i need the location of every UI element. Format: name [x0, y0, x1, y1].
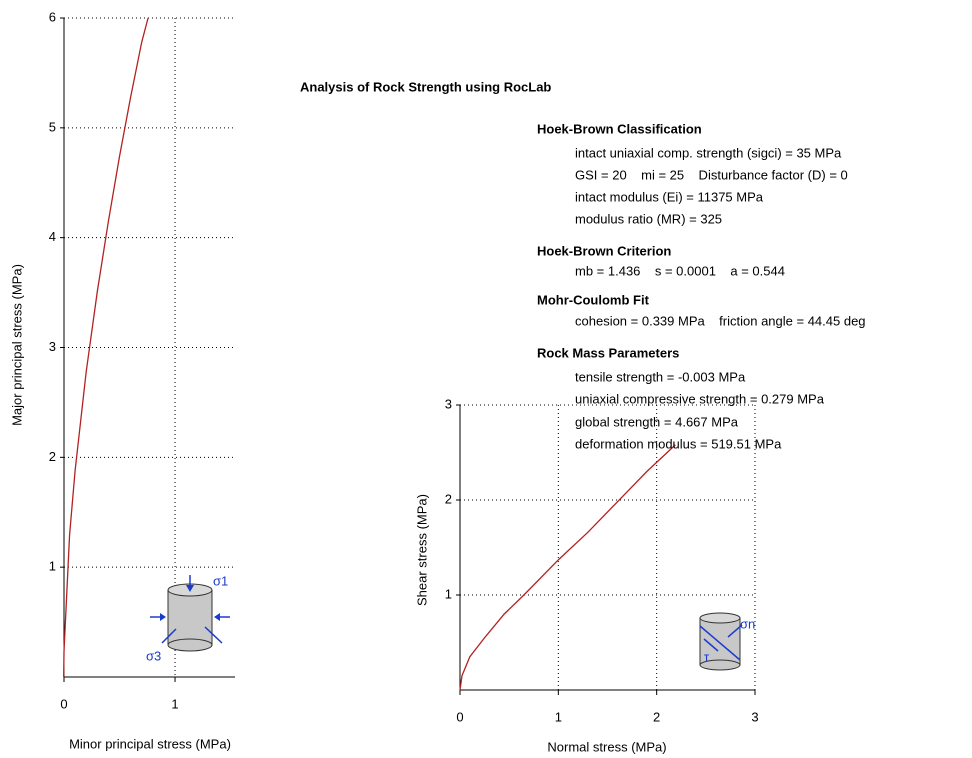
x-axis-label: Normal stress (MPa)	[547, 739, 666, 754]
data-line	[63, 17, 149, 678]
section-line: global strength = 4.667 MPa	[575, 414, 739, 429]
sigma3-label: σ3	[146, 648, 161, 663]
section-line: tensile strength = -0.003 MPa	[575, 369, 746, 384]
sigma-n-label: σn	[740, 616, 755, 631]
shear-icon: σn τ	[699, 612, 755, 671]
y-tick-label: 3	[445, 396, 452, 411]
x-tick-label: 3	[751, 709, 758, 724]
y-tick-label: 6	[49, 9, 56, 24]
data-line	[459, 444, 676, 691]
section-line: deformation modulus = 519.51 MPa	[575, 436, 782, 451]
section-line: mb = 1.436 s = 0.0001 a = 0.544	[575, 263, 785, 278]
y-tick-label: 2	[445, 491, 452, 506]
section-line: intact modulus (Ei) = 11375 MPa	[575, 189, 764, 204]
section-line: cohesion = 0.339 MPa friction angle = 44…	[575, 313, 866, 328]
section-heading: Hoek-Brown Classification	[537, 121, 702, 136]
report-title: Analysis of Rock Strength using RocLab	[300, 79, 551, 94]
y-tick-label: 2	[49, 449, 56, 464]
sigma1-label: σ1	[213, 573, 228, 588]
report: Analysis of Rock Strength using RocLab H…	[300, 79, 866, 451]
y-tick-label: 1	[49, 559, 56, 574]
section-line: uniaxial compressive strength = 0.279 MP…	[575, 391, 825, 406]
charts: 1 2 3 4 5 6 0 1 Minor principal stress (MPa) Majo…	[9, 9, 758, 754]
tau-label: τ	[704, 649, 710, 664]
x-tick-label: 0	[456, 709, 463, 724]
section-line: intact uniaxial comp. strength (sigci) =…	[575, 145, 842, 160]
section-line: GSI = 20 mi = 25 Disturbance factor (D) …	[575, 167, 848, 182]
y-tick-label: 4	[49, 229, 56, 244]
y-axis-label: Major principal stress (MPa)	[9, 264, 24, 426]
section-heading: Rock Mass Parameters	[537, 345, 679, 360]
section-line: modulus ratio (MR) = 325	[575, 211, 722, 226]
y-axis-label: Shear stress (MPa)	[414, 494, 429, 606]
x-axis-label: Minor principal stress (MPa)	[69, 736, 231, 751]
section-heading: Hoek-Brown Criterion	[537, 243, 671, 258]
x-tick-label: 0	[60, 696, 67, 711]
x-tick-label: 1	[171, 696, 178, 711]
y-tick-label: 5	[49, 119, 56, 134]
y-tick-label: 3	[49, 339, 56, 354]
section-heading: Mohr-Coulomb Fit	[537, 292, 650, 307]
x-tick-label: 1	[555, 709, 562, 724]
y-tick-label: 1	[445, 586, 452, 601]
triaxial-icon: σ1 σ3	[146, 573, 230, 663]
x-tick-label: 2	[653, 709, 660, 724]
